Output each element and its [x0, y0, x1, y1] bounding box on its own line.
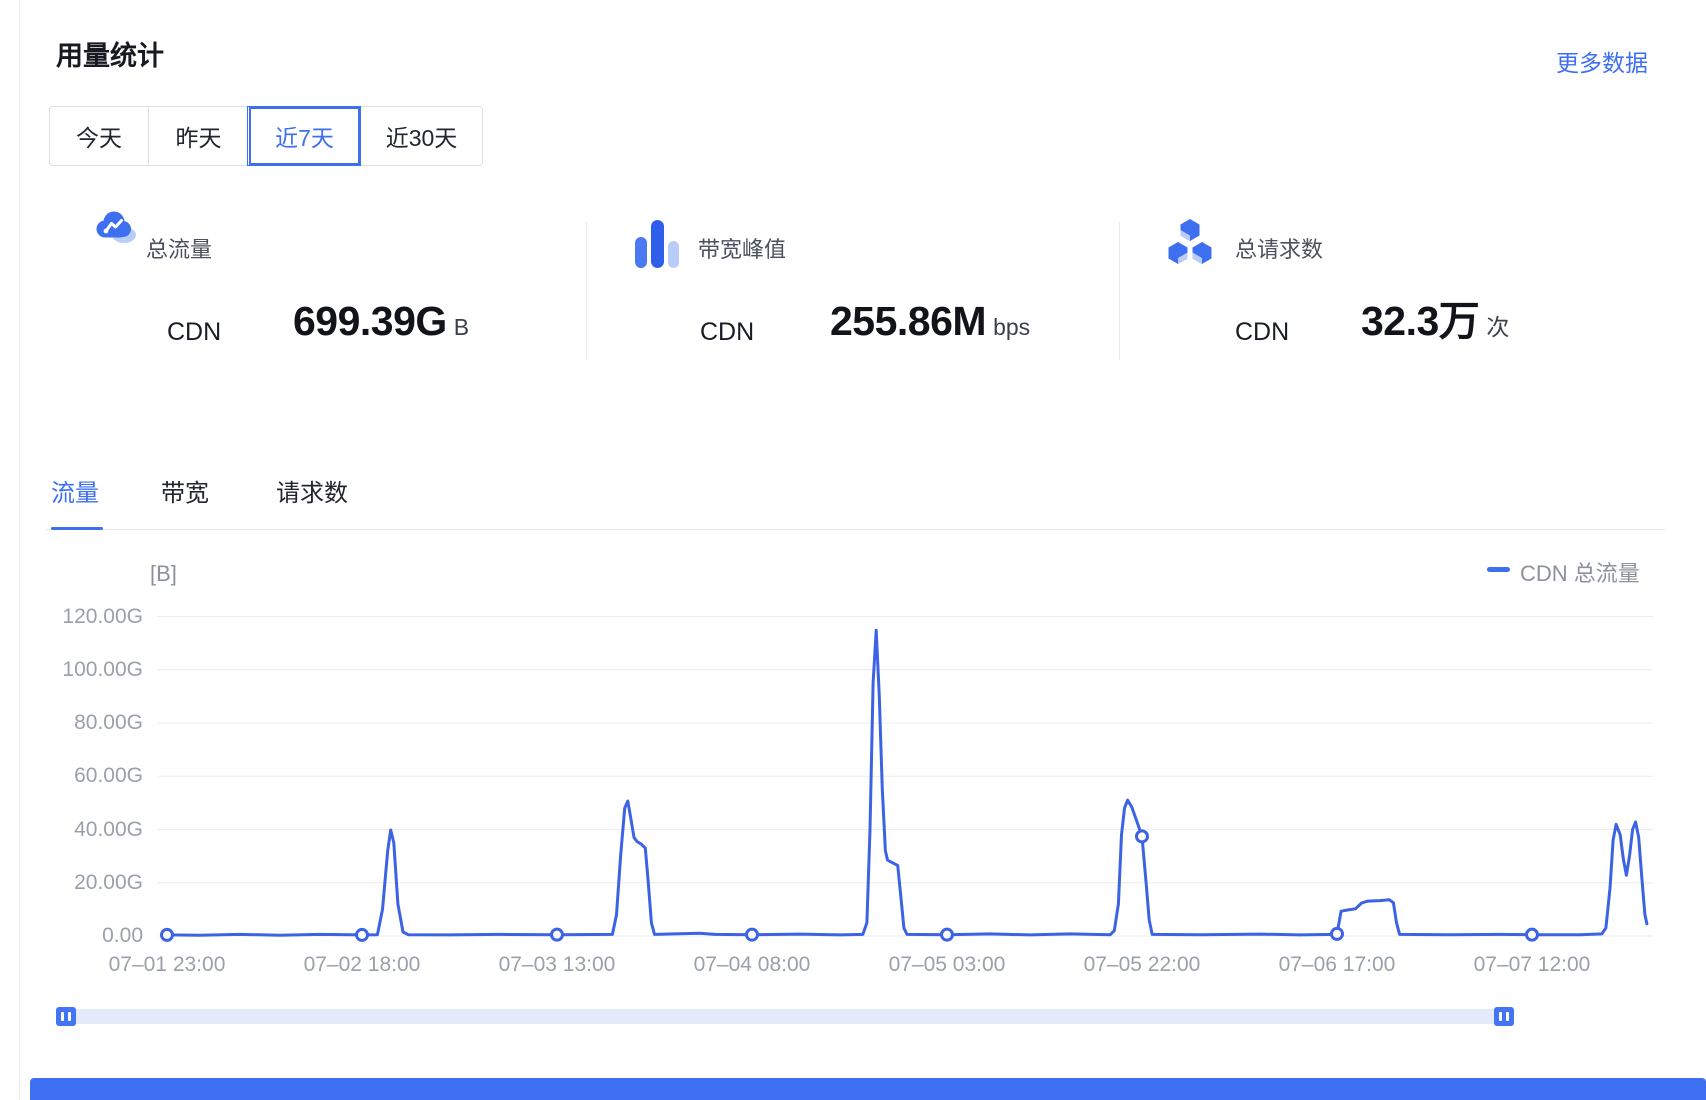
data-point-marker [744, 927, 759, 942]
data-point-marker [1134, 829, 1149, 844]
x-tick-label: 07–05 22:00 [1083, 953, 1201, 976]
x-tick-label: 07–02 18:00 [303, 953, 421, 976]
range-tab-last-30-days[interactable]: 近30天 [360, 107, 482, 165]
traffic-line-series [165, 628, 1649, 937]
y-tick-label: 0.00 [102, 924, 143, 947]
date-range-tab-group: 今天 昨天 近7天 近30天 [49, 106, 483, 166]
stat-product-cdn: CDN [700, 318, 755, 346]
datazoom-right-handle[interactable] [1494, 1007, 1514, 1026]
range-tab-today[interactable]: 今天 [76, 125, 122, 151]
y-tick-label: 80.00G [74, 711, 143, 734]
stat-label-total-requests: 总请求数 [1235, 237, 1324, 262]
stat-product-cdn: CDN [1235, 318, 1290, 346]
data-point-marker [354, 927, 369, 942]
stat-label-total-traffic: 总流量 [146, 237, 213, 262]
y-tick-label: 60.00G [74, 764, 143, 788]
y-tick-label: 40.00G [74, 817, 143, 841]
bandwidth-bars-icon [635, 220, 681, 268]
stat-label-peak-bandwidth: 带宽峰值 [698, 237, 787, 262]
data-point-marker [939, 927, 954, 942]
range-tab-yesterday[interactable]: 昨天 [148, 107, 248, 165]
cloud-traffic-icon [94, 208, 138, 246]
stat-unit: bps [993, 314, 1031, 340]
data-point-marker [549, 927, 564, 942]
data-point-marker [1329, 926, 1344, 941]
active-tab-underline [51, 527, 103, 530]
datazoom-left-handle[interactable] [56, 1007, 76, 1026]
y-axis-unit-label: [B] [150, 561, 177, 586]
x-tick-label: 07–06 17:00 [1278, 953, 1396, 976]
panel-left-border [19, 0, 20, 1100]
x-tick-label: 07–01 23:00 [108, 953, 226, 976]
y-tick-label: 20.00G [74, 870, 143, 894]
tabs-bottom-border [45, 529, 1665, 530]
stat-divider [1119, 222, 1120, 360]
stat-value: 255.86M [830, 298, 987, 344]
legend-marker[interactable] [1487, 567, 1510, 572]
data-point-marker [160, 927, 174, 942]
stat-unit: 次 [1486, 314, 1510, 340]
range-tab-last-7-days[interactable]: 近7天 [248, 107, 360, 165]
tab-traffic[interactable]: 流量 [51, 480, 99, 507]
page-title: 用量统计 [56, 41, 164, 71]
datazoom-track[interactable] [56, 1009, 1514, 1024]
stat-peak-bandwidth: 255.86M bps [830, 301, 1030, 342]
stat-total-requests: 32.3万 次 [1361, 301, 1509, 342]
y-tick-label: 100.00G [62, 657, 143, 681]
tab-requests[interactable]: 请求数 [276, 480, 348, 507]
more-data-link[interactable]: 更多数据 [1556, 50, 1648, 76]
stat-product-cdn: CDN [167, 318, 222, 346]
x-tick-label: 07–04 08:00 [693, 953, 811, 976]
stat-value: 699.39G [293, 298, 447, 344]
x-tick-label: 07–03 13:00 [498, 953, 616, 976]
tab-bandwidth[interactable]: 带宽 [161, 480, 209, 507]
legend-label[interactable]: CDN 总流量 [1520, 561, 1640, 586]
bottom-panel-edge[interactable] [30, 1078, 1706, 1100]
y-tick-label: 120.00G [62, 604, 143, 628]
stat-divider [586, 222, 587, 360]
x-tick-label: 07–05 03:00 [888, 953, 1006, 976]
x-tick-label: 07–07 12:00 [1473, 953, 1591, 976]
request-cubes-icon [1166, 218, 1214, 264]
stat-total-traffic: 699.39G B [293, 301, 469, 342]
stat-value: 32.3万 [1361, 298, 1480, 344]
data-point-marker [1524, 927, 1539, 942]
stat-unit: B [453, 314, 470, 340]
